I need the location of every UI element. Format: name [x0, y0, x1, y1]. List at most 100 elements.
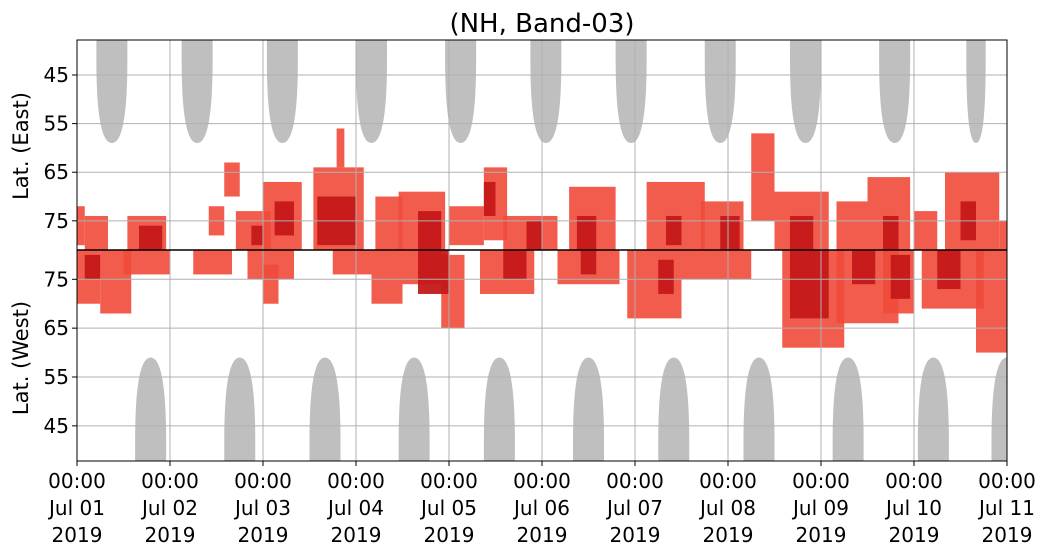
x-tick-text: Jul 06 — [512, 496, 570, 520]
x-tick-text: 00:00 — [420, 469, 478, 493]
plot-frame — [76, 39, 1008, 462]
x-tick-text: 2019 — [517, 523, 568, 547]
x-tick-text: Jul 02 — [140, 496, 198, 520]
y-tick-label-east: 75 — [44, 209, 69, 233]
x-tick-label: 00:00 Jul 03 2019 — [233, 469, 292, 547]
x-tick-label: 00:00 Jul 09 2019 — [791, 469, 850, 547]
y-tick-label-west: 45 — [44, 414, 69, 438]
activity-patch-west — [790, 250, 829, 319]
x-tick-text: Jul 09 — [791, 496, 849, 520]
activity-patch-east — [77, 206, 85, 246]
x-tick-text: 00:00 — [699, 469, 757, 493]
no-coverage-region-east — [266, 40, 298, 144]
activity-patch-east — [999, 220, 1007, 250]
activity-patch-west — [658, 259, 674, 294]
no-coverage-region-east — [96, 40, 128, 144]
x-tick-text: 2019 — [424, 523, 475, 547]
x-tick-text: Jul 07 — [605, 496, 663, 520]
y-tick-label-west: 55 — [44, 365, 69, 389]
x-tick-text: 00:00 — [885, 469, 943, 493]
x-tick-label: 00:00 Jul 07 2019 — [605, 469, 664, 547]
no-coverage-region-west — [832, 357, 864, 461]
no-coverage-region-east — [966, 40, 986, 144]
x-tick-text: Jul 01 — [47, 496, 105, 520]
no-coverage-region-east — [790, 40, 821, 144]
tick-labels: 45 55 65 75 75 65 55 45 00:00 Jul 01 2019 00:00 Jul … — [44, 63, 1036, 547]
x-tick-text: Jul 11 — [977, 496, 1035, 520]
x-tick-text: 00:00 — [792, 469, 850, 493]
activity-patch-west — [937, 250, 961, 290]
x-tick-text: Jul 04 — [326, 496, 384, 520]
no-coverage-region-west — [135, 357, 167, 461]
activity-patch-east — [526, 220, 542, 250]
no-coverage-region-east — [530, 40, 562, 144]
activity-patch-east — [84, 215, 108, 250]
activity-patch-east — [751, 133, 775, 221]
activity-patch-west — [332, 250, 372, 275]
activity-patch-west — [123, 250, 170, 275]
x-tick-label: 00:00 Jul 05 2019 — [419, 469, 478, 547]
x-tick-text: Jul 08 — [698, 496, 756, 520]
x-tick-text: 2019 — [796, 523, 847, 547]
activity-patch-east — [883, 215, 899, 250]
activity-patch-west — [371, 250, 403, 304]
y-tick-label-east: 55 — [44, 112, 69, 136]
activity-patch-east — [418, 211, 442, 250]
y-axis-label-east: Lat. (East) — [9, 92, 33, 200]
activity-patch-east — [251, 225, 263, 246]
x-tick-label: 00:00 Jul 11 2019 — [977, 469, 1036, 547]
plot-area — [72, 39, 1008, 466]
x-tick-text: 2019 — [238, 523, 289, 547]
x-tick-label: 00:00 Jul 01 2019 — [47, 469, 106, 547]
activity-patch-east — [576, 215, 597, 250]
no-coverage-region-west — [398, 357, 430, 461]
no-coverage-region-west — [224, 357, 256, 461]
x-tick-text: 00:00 — [327, 469, 385, 493]
activity-patch-east — [483, 181, 496, 216]
no-coverage-region-east — [615, 40, 647, 144]
chart-title: (NH, Band-03) — [449, 9, 634, 39]
activity-patch-west — [976, 250, 1007, 353]
x-tick-text: 00:00 — [978, 469, 1036, 493]
activity-patch-west — [890, 254, 911, 299]
activity-patch-east — [336, 128, 345, 168]
x-tick-text: 2019 — [889, 523, 940, 547]
activity-patch-east — [790, 215, 814, 250]
x-tick-label: 00:00 Jul 04 2019 — [326, 469, 385, 547]
x-tick-text: Jul 03 — [233, 496, 291, 520]
no-coverage-region-west — [483, 357, 515, 461]
no-coverage-region-west — [309, 357, 341, 461]
activity-patch-east — [449, 206, 484, 246]
activity-patch-west — [852, 250, 876, 285]
y-axis-label-west: Lat. (West) — [9, 301, 33, 415]
no-coverage-region-east — [445, 40, 477, 144]
no-coverage-region-east — [356, 40, 387, 144]
activity-patch-west — [418, 250, 449, 294]
x-tick-text: 00:00 — [606, 469, 664, 493]
activity-patch-west — [193, 250, 232, 275]
activity-patch-east — [666, 215, 682, 246]
x-tick-text: 00:00 — [141, 469, 199, 493]
activity-patch-west — [263, 264, 279, 304]
x-tick-text: 2019 — [982, 523, 1033, 547]
no-coverage-region-west — [917, 357, 949, 461]
x-tick-label: 00:00 Jul 06 2019 — [512, 469, 571, 547]
activity-patch-west — [580, 250, 597, 275]
x-tick-text: 00:00 — [48, 469, 106, 493]
activity-patch-east — [274, 201, 294, 236]
y-tick-label-east: 45 — [44, 63, 69, 87]
y-tick-label-east: 65 — [44, 160, 69, 184]
activity-patch-east — [224, 162, 240, 197]
x-tick-label: 00:00 Jul 10 2019 — [884, 469, 943, 547]
x-tick-text: 2019 — [331, 523, 382, 547]
no-coverage-region-east — [181, 40, 213, 144]
activity-patch-east — [836, 201, 868, 250]
activity-patch-west — [503, 250, 527, 280]
activity-patch-west — [84, 254, 101, 280]
y-tick-label-west: 75 — [44, 267, 69, 291]
x-tick-text: 2019 — [52, 523, 103, 547]
activity-patch-west — [681, 250, 752, 280]
activity-patch-east — [375, 196, 403, 250]
x-tick-text: 2019 — [610, 523, 661, 547]
